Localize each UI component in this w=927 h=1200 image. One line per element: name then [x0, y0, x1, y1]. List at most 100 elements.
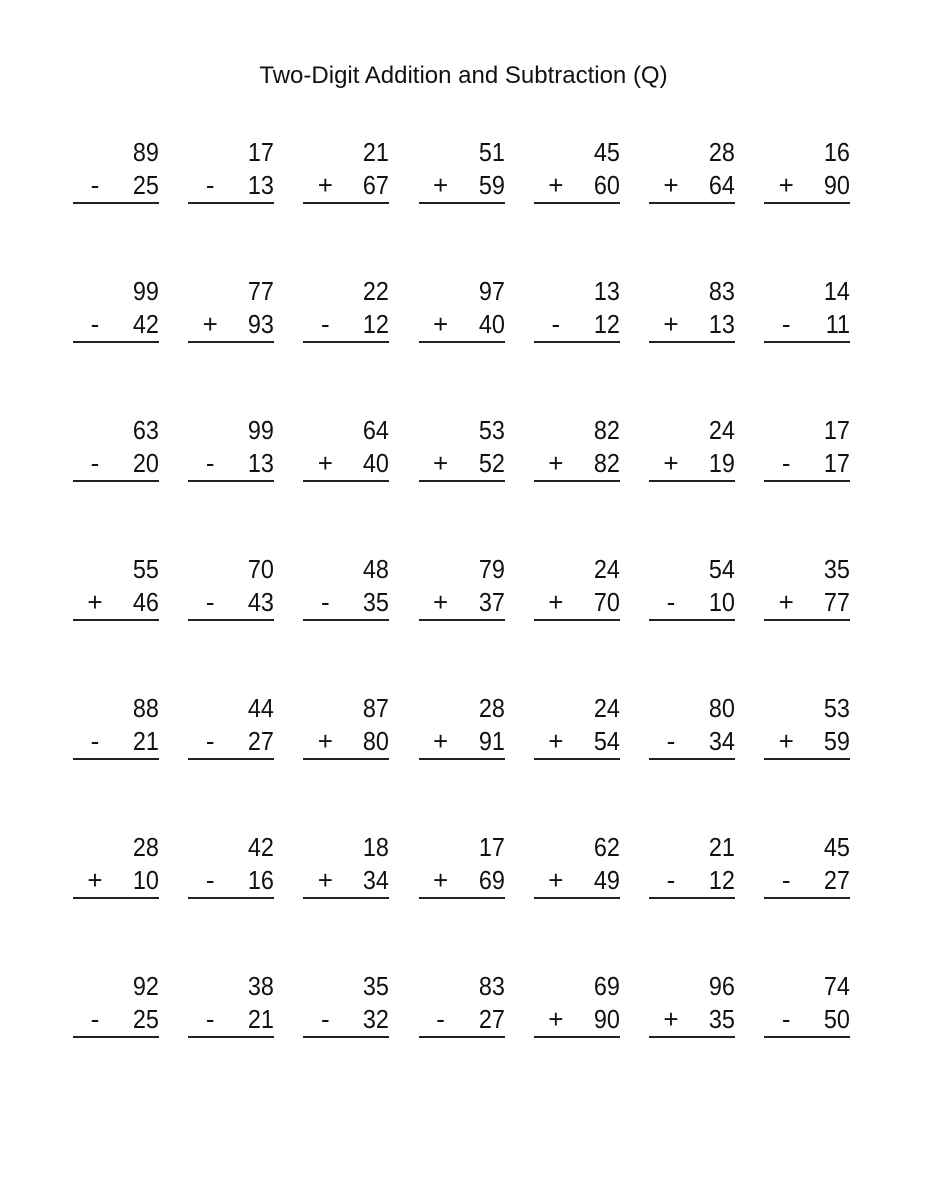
top-number: 77: [248, 276, 275, 306]
operator: +: [548, 726, 564, 756]
top-number: 64: [363, 415, 390, 445]
bottom-number: 35: [363, 587, 390, 617]
problem: 22 - 12: [303, 273, 390, 343]
bottom-number: 77: [824, 587, 851, 617]
bottom-number: 16: [248, 865, 275, 895]
top-number: 80: [708, 693, 735, 723]
operator: -: [205, 170, 215, 200]
operator: -: [321, 309, 330, 339]
problem: 28 +10: [73, 829, 159, 899]
operator: +: [317, 170, 333, 200]
bottom-number: 43: [248, 587, 275, 617]
top-number: 63: [132, 415, 159, 445]
operator: -: [551, 309, 561, 339]
top-number: 48: [363, 554, 390, 584]
problem: 42 - 16: [188, 829, 275, 899]
problem: 48 - 35: [303, 551, 390, 621]
top-number: 17: [824, 415, 851, 445]
operator: -: [205, 726, 215, 756]
top-number: 22: [363, 276, 390, 306]
problem: 89 - 25: [73, 134, 159, 204]
top-number: 99: [132, 276, 159, 306]
bottom-number: 27: [478, 1004, 505, 1034]
top-number: 28: [708, 137, 735, 167]
operator: +: [87, 587, 103, 617]
problem: 45 - 27: [764, 829, 851, 899]
operator: -: [781, 865, 791, 895]
operator: -: [781, 1004, 791, 1034]
operator: +: [202, 309, 218, 339]
operator: -: [781, 448, 791, 478]
operator: -: [90, 170, 100, 200]
top-number: 79: [478, 554, 505, 584]
top-number: 97: [478, 276, 505, 306]
bottom-number: 49: [593, 865, 620, 895]
problem: 17 +69: [418, 829, 505, 899]
top-number: 17: [478, 832, 505, 862]
problem: 88 - 21: [73, 690, 159, 760]
bottom-number: 25: [132, 170, 159, 200]
bottom-number: 42: [132, 309, 159, 339]
operator: +: [548, 448, 564, 478]
problem: 14 - 11: [764, 273, 851, 343]
top-number: 42: [248, 832, 275, 862]
top-number: 89: [132, 137, 159, 167]
top-number: 62: [593, 832, 620, 862]
bottom-number: 90: [824, 170, 851, 200]
operator: +: [317, 726, 333, 756]
top-number: 38: [248, 971, 275, 1001]
problem: 87 +80: [303, 690, 390, 760]
top-number: 24: [708, 415, 735, 445]
operator: +: [548, 1004, 564, 1034]
problem: 77 +93: [188, 273, 275, 343]
bottom-number: 54: [593, 726, 620, 756]
top-number: 35: [824, 554, 851, 584]
problem: 53 +59: [764, 690, 851, 760]
operator: +: [317, 448, 333, 478]
top-number: 54: [708, 554, 735, 584]
bottom-number: 60: [593, 170, 620, 200]
problem: 44 - 27: [188, 690, 275, 760]
operator: +: [87, 865, 103, 895]
top-number: 16: [824, 137, 851, 167]
problem: 21 +67: [303, 134, 390, 204]
problem: 28 +64: [649, 134, 735, 204]
problem: 55 +46: [73, 551, 159, 621]
problem: 54 - 10: [649, 551, 735, 621]
operator: +: [778, 587, 794, 617]
bottom-number: 27: [248, 726, 275, 756]
problem: 45 +60: [533, 134, 620, 204]
bottom-number: 64: [708, 170, 735, 200]
operator: +: [778, 726, 794, 756]
operator: +: [433, 726, 449, 756]
top-number: 21: [708, 832, 735, 862]
problem: 70 - 43: [188, 551, 275, 621]
operator: +: [663, 1004, 679, 1034]
operator: -: [205, 587, 215, 617]
problem: 24 +19: [649, 412, 735, 482]
problem: 16 +90: [764, 134, 851, 204]
operator: +: [317, 865, 333, 895]
top-number: 24: [593, 554, 620, 584]
problem: 35 +77: [764, 551, 851, 621]
problem: 21 - 12: [649, 829, 735, 899]
bottom-number: 13: [248, 448, 275, 478]
operator: -: [90, 1004, 100, 1034]
top-number: 88: [132, 693, 159, 723]
problem: 99 - 13: [188, 412, 275, 482]
worksheet-title: Two-Digit Addition and Subtraction (Q): [259, 62, 668, 89]
bottom-number: 91: [478, 726, 505, 756]
problem: 24 +70: [533, 551, 620, 621]
operator: -: [666, 726, 676, 756]
operator: -: [666, 865, 676, 895]
bottom-number: 32: [363, 1004, 390, 1034]
top-number: 24: [593, 693, 620, 723]
top-number: 82: [593, 415, 620, 445]
operator: -: [205, 448, 215, 478]
bottom-number: 90: [593, 1004, 620, 1034]
bottom-number: 12: [593, 309, 620, 339]
top-number: 83: [708, 276, 735, 306]
top-number: 55: [132, 554, 159, 584]
top-number: 28: [478, 693, 505, 723]
problem: 74 - 50: [764, 968, 851, 1038]
